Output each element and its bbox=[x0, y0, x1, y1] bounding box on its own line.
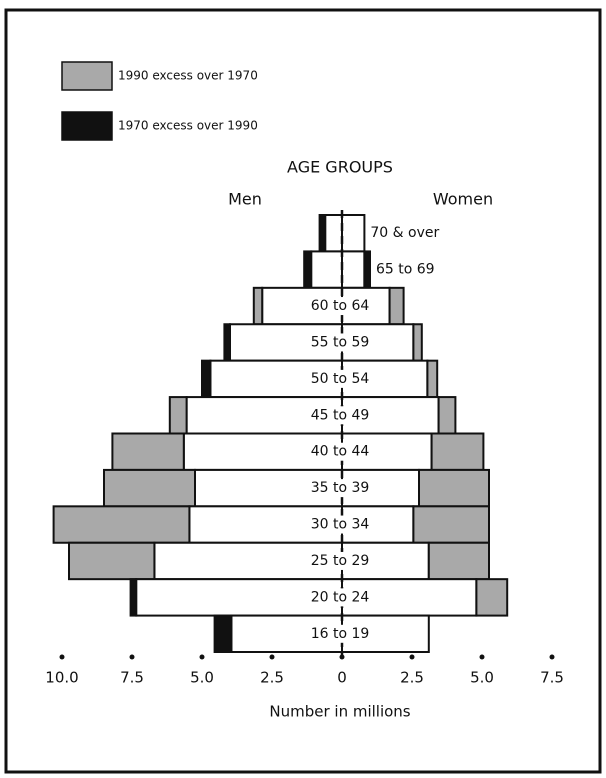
age-label: 45 to 49 bbox=[311, 407, 370, 423]
men-label: Men bbox=[228, 190, 262, 209]
bar-excess bbox=[303, 250, 313, 289]
legend-label: 1990 excess over 1970 bbox=[118, 69, 258, 83]
bar-excess bbox=[68, 541, 156, 581]
bar-excess bbox=[418, 468, 490, 508]
bar-excess bbox=[168, 396, 188, 435]
x-tick-label: 7.5 bbox=[540, 669, 564, 687]
women-label: Women bbox=[433, 190, 493, 209]
age-label: 50 to 54 bbox=[311, 371, 370, 387]
age-label: 16 to 19 bbox=[311, 626, 370, 642]
bar-excess bbox=[412, 323, 423, 362]
age-label: 30 to 34 bbox=[311, 517, 370, 533]
x-tick-label: 5.0 bbox=[470, 669, 494, 687]
bar-excess bbox=[213, 614, 233, 653]
legend-swatch bbox=[61, 111, 113, 141]
bar-excess bbox=[103, 468, 196, 508]
legend-swatch bbox=[61, 61, 113, 91]
bar-excess bbox=[437, 396, 457, 435]
x-tick-label: 2.5 bbox=[260, 669, 284, 687]
age-label: 70 & over bbox=[370, 225, 439, 241]
x-tick bbox=[409, 654, 415, 660]
age-label-bg bbox=[308, 588, 376, 607]
x-tick-label: 7.5 bbox=[120, 669, 144, 687]
bar-excess bbox=[252, 286, 264, 326]
age-label: 35 to 39 bbox=[311, 480, 370, 496]
x-tick-label: 0 bbox=[337, 669, 347, 687]
x-tick-label: 10.0 bbox=[45, 669, 78, 687]
age-label-bg bbox=[308, 333, 376, 352]
x-tick bbox=[199, 654, 205, 660]
x-tick bbox=[479, 654, 485, 660]
age-label: 25 to 29 bbox=[311, 553, 370, 569]
bar-excess bbox=[363, 250, 371, 289]
age-label-bg bbox=[308, 369, 376, 388]
bar-excess bbox=[430, 432, 485, 471]
age-label: 55 to 59 bbox=[311, 334, 370, 350]
x-tick bbox=[59, 654, 65, 660]
bar-excess bbox=[52, 505, 191, 544]
bar-common bbox=[324, 214, 344, 253]
bar-excess bbox=[475, 578, 509, 617]
age-label: 40 to 44 bbox=[311, 444, 370, 460]
bar-excess bbox=[318, 214, 327, 253]
age-label-bg bbox=[308, 515, 376, 534]
age-label-bg bbox=[308, 406, 376, 425]
age-label-bg bbox=[308, 551, 376, 570]
age-label-bg bbox=[308, 479, 376, 498]
age-label-bg bbox=[308, 442, 376, 461]
bar-excess bbox=[427, 541, 490, 581]
bar-common bbox=[341, 250, 366, 289]
bar-excess bbox=[388, 286, 405, 326]
x-tick bbox=[269, 654, 275, 660]
x-tick-label: 2.5 bbox=[400, 669, 424, 687]
x-tick bbox=[129, 654, 135, 660]
age-label-bg bbox=[308, 624, 376, 643]
age-label: 60 to 64 bbox=[311, 298, 370, 314]
x-axis-label: Number in millions bbox=[269, 703, 410, 721]
legend-label: 1970 excess over 1990 bbox=[118, 119, 258, 133]
bar-excess bbox=[129, 578, 138, 617]
chart-title: AGE GROUPS bbox=[287, 158, 393, 177]
x-tick bbox=[339, 654, 345, 660]
bar-excess bbox=[412, 505, 490, 544]
age-label-bg bbox=[308, 297, 376, 316]
bar-common bbox=[310, 250, 344, 289]
x-tick-label: 5.0 bbox=[190, 669, 214, 687]
bar-excess bbox=[201, 359, 212, 399]
bar-excess bbox=[111, 432, 185, 471]
bar-common bbox=[341, 214, 366, 253]
age-label: 20 to 24 bbox=[311, 589, 370, 605]
bar-excess bbox=[426, 359, 439, 399]
bar-excess bbox=[223, 323, 231, 362]
age-label: 65 to 69 bbox=[376, 262, 435, 278]
x-tick bbox=[549, 654, 555, 660]
